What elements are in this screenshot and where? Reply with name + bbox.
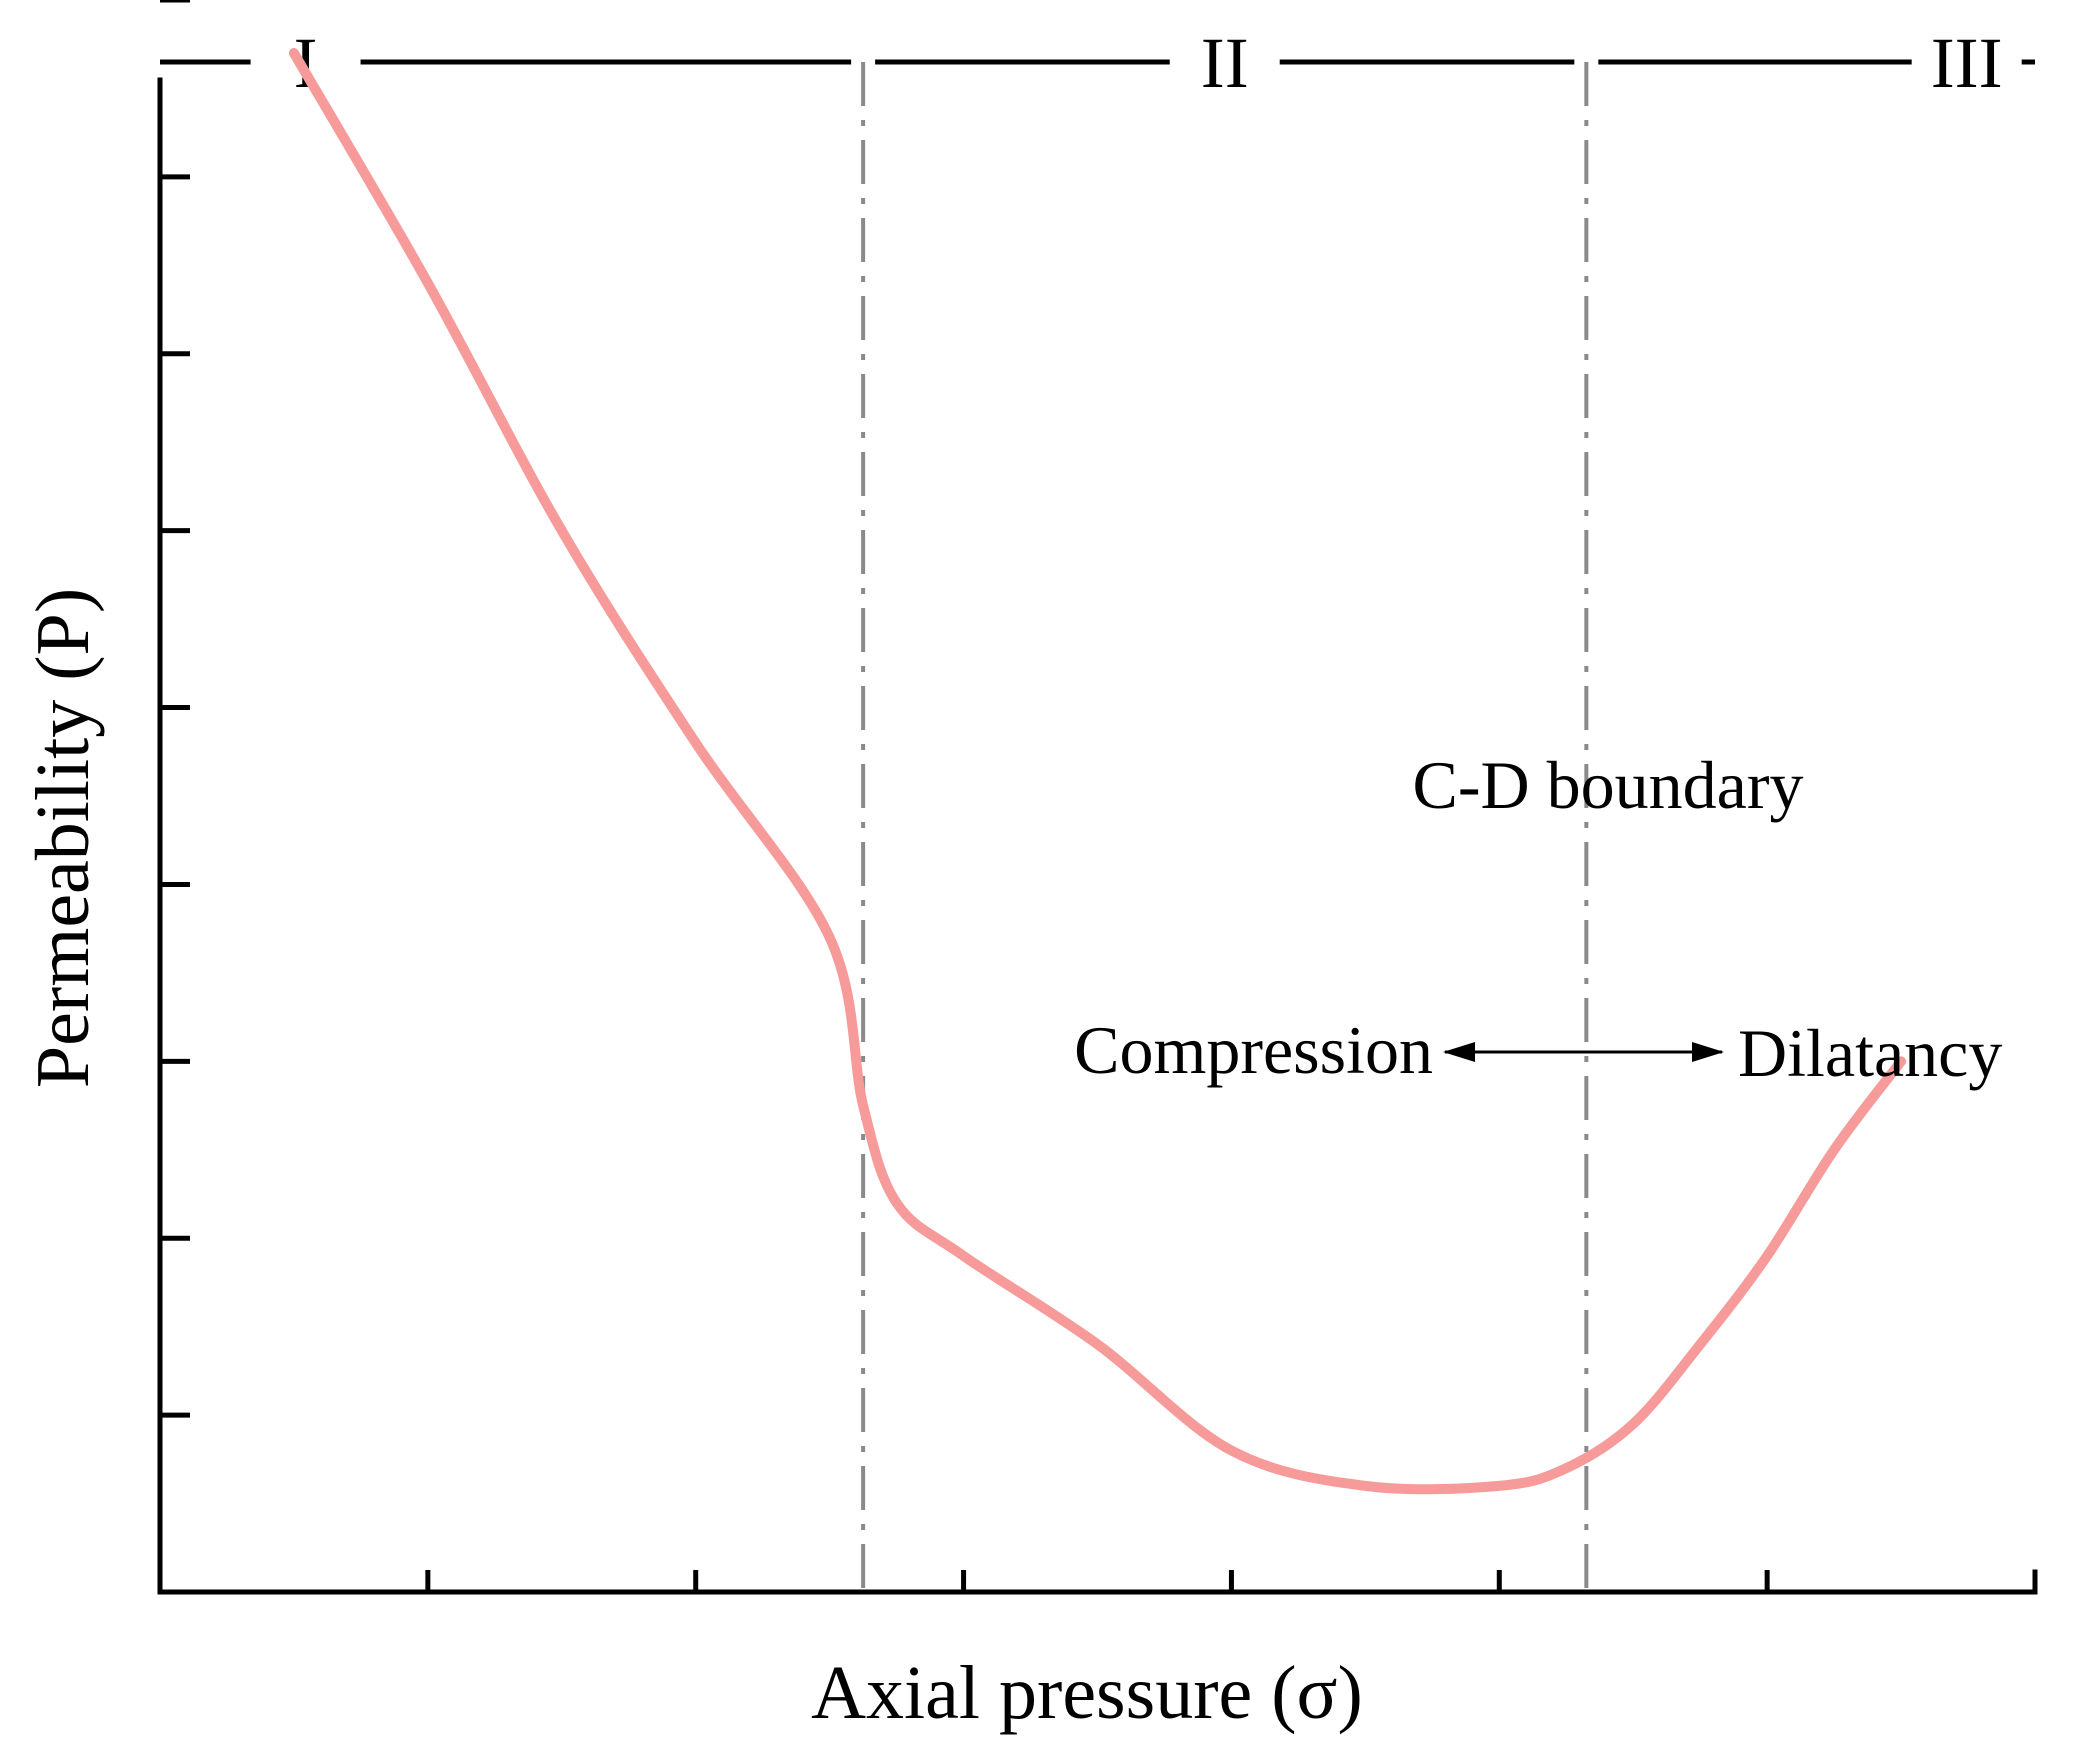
- dilatancy-label: Dilatancy: [1738, 1015, 2002, 1091]
- cd-arrows: [1443, 1042, 1724, 1062]
- axes: [157, 77, 2038, 1595]
- permeability-curve: [288, 48, 1907, 1495]
- y-ticks: [160, 0, 190, 1418]
- boundary-lines: [861, 62, 1589, 1592]
- compression-label: Compression: [1074, 1012, 1433, 1088]
- stage-bar: I II III: [160, 23, 2035, 103]
- arrow-left-head: [1443, 1042, 1475, 1062]
- stage-label: III: [1931, 23, 2003, 103]
- y-axis-title: Permeability (P): [21, 588, 105, 1088]
- x-axis-title: Axial pressure (σ): [811, 1651, 1363, 1735]
- cd-boundary-label: C-D boundary: [1413, 747, 1804, 823]
- series-layer: [288, 48, 1907, 1495]
- stage-label: II: [1201, 23, 1249, 103]
- x-ticks: [425, 1570, 1770, 1592]
- arrow-right-head: [1692, 1042, 1724, 1062]
